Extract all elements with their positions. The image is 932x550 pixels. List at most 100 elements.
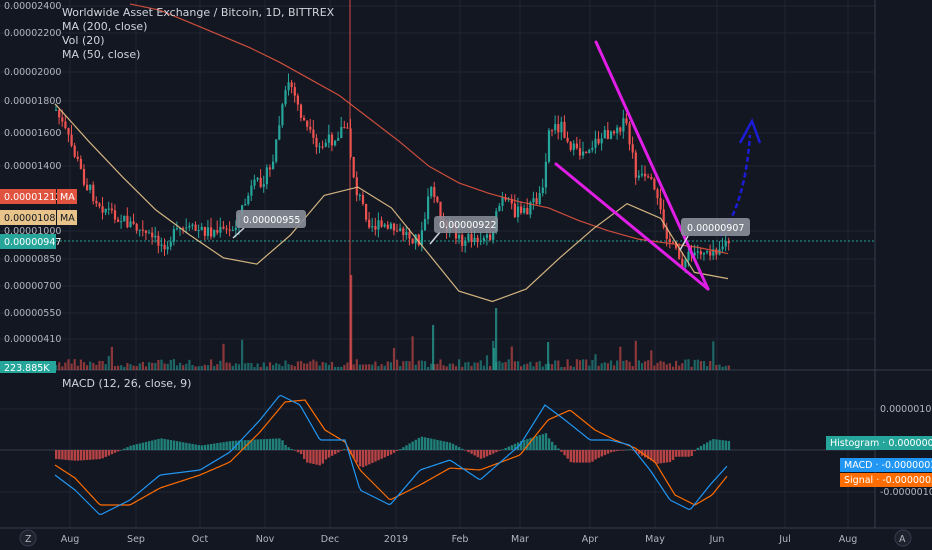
candle-body: [154, 235, 157, 238]
volume-bar: [464, 362, 467, 370]
wedge-upper-trendline[interactable]: [594, 40, 710, 291]
volume-bar: [535, 362, 538, 370]
volume-bar: [293, 366, 296, 370]
volume-bar: [495, 308, 498, 370]
legend-ma50[interactable]: MA (50, close): [62, 48, 141, 61]
macd-histogram-bar: [175, 441, 179, 450]
auto-scale-button[interactable]: A: [894, 529, 912, 547]
candle-body: [157, 235, 160, 246]
volume-bar: [225, 362, 228, 370]
macd-histogram-bar: [662, 450, 665, 463]
candle-body: [213, 230, 216, 237]
volume-bar: [250, 363, 253, 370]
macd-histogram-bar: [64, 450, 67, 460]
macd-histogram-bar: [718, 439, 721, 450]
x-tick: Jul: [778, 534, 790, 545]
macd-histogram-bar: [265, 438, 269, 450]
zoom-reset-button[interactable]: Z: [19, 529, 37, 547]
candle-body: [330, 134, 334, 146]
candle-body: [699, 251, 702, 255]
macd-histogram-bar: [560, 450, 563, 452]
candle-body: [597, 138, 600, 144]
macd-histogram-bar: [383, 450, 386, 458]
volume-bar: [73, 359, 76, 370]
candle-body: [489, 234, 492, 240]
macd-histogram-bar: [330, 450, 334, 456]
volume-badge-value: 223.885K: [4, 363, 50, 374]
candle-body: [721, 246, 724, 250]
candle-body: [287, 82, 290, 91]
volume-bar: [448, 363, 451, 370]
macd-histogram-bar: [55, 450, 58, 459]
callout-2[interactable]: 0.00000922: [429, 216, 498, 245]
callout-1[interactable]: 0.00000955: [232, 210, 306, 239]
volume-bar: [727, 365, 730, 370]
macd-histogram-bar: [95, 450, 98, 460]
candle-body: [485, 234, 489, 238]
macd-histogram-bar: [148, 441, 151, 450]
volume-bar: [337, 366, 340, 370]
candle-body: [138, 229, 141, 231]
candle-body: [86, 184, 89, 190]
candle-body: [591, 147, 594, 150]
callout-3[interactable]: 0.00000907: [679, 218, 750, 251]
volume-bar: [265, 366, 268, 370]
macd-histogram-bar: [259, 439, 262, 450]
volume-bar: [693, 359, 696, 370]
macd-histogram-bar: [197, 445, 200, 450]
macd-histogram-bar: [377, 450, 380, 461]
x-tick: Jun: [709, 534, 725, 545]
candle-body: [262, 184, 265, 187]
legend-volume[interactable]: Vol (20): [62, 34, 105, 47]
macd-axis[interactable]: 0.00000100 -0.00000100: [880, 404, 932, 498]
volume-bar: [485, 355, 489, 370]
macd-histogram-bar: [268, 438, 272, 450]
macd-histogram-bar: [358, 450, 362, 467]
macd-legend[interactable]: MACD (12, 26, close, 9): [62, 377, 192, 390]
candle-body: [529, 202, 532, 215]
candle-body: [61, 117, 64, 122]
ma50-badge-value: 0.00001086: [4, 213, 61, 224]
candle-body: [98, 203, 101, 207]
macd-histogram-bar: [439, 440, 442, 450]
candle-body: [203, 226, 206, 236]
volume-bar: [278, 364, 281, 370]
macd-histogram-bar: [606, 450, 610, 454]
price-axis[interactable]: 0.00002400 0.00002200 0.00002000 0.00001…: [4, 1, 61, 345]
candle-body: [687, 252, 690, 261]
macd-histogram-bar: [668, 450, 672, 463]
volume-bar: [414, 364, 417, 370]
candle-body: [516, 206, 520, 218]
volume-bar: [309, 361, 312, 370]
falling-wedge[interactable]: [554, 40, 710, 291]
macd-histogram-bar: [696, 447, 700, 450]
volume-bar: [396, 359, 399, 370]
volume-bar: [268, 362, 272, 370]
volume-bar: [520, 366, 523, 370]
macd-histogram-bar: [188, 443, 191, 450]
macd-histogram-bar: [113, 450, 117, 453]
time-axis[interactable]: Aug Sep Oct Nov Dec 2019 Feb Mar Apr May…: [61, 534, 858, 545]
macd-histogram-bar: [578, 450, 582, 463]
macd-histogram-bar: [634, 450, 638, 453]
x-tick: 2019: [384, 534, 408, 545]
volume-bar: [222, 343, 225, 370]
wedge-lower-trendline[interactable]: [554, 162, 710, 291]
macd-histogram-bar: [442, 441, 445, 450]
volume-bar: [566, 359, 569, 370]
chart-title[interactable]: Worldwide Asset Exchange / Bitcoin, 1D, …: [62, 6, 335, 19]
candle-body: [396, 230, 399, 232]
legend-ma200[interactable]: MA (200, close): [62, 20, 148, 33]
volume-bar: [234, 363, 237, 370]
macd-histogram-bar: [727, 440, 731, 450]
volume-bar: [507, 359, 510, 370]
volume-bar: [386, 361, 389, 370]
volume-bar: [355, 359, 358, 370]
macd-histogram-bar: [101, 450, 104, 459]
candle-body: [479, 240, 482, 242]
volume-bar: [489, 366, 492, 370]
candle-body: [185, 227, 188, 229]
volume-bar: [501, 362, 504, 370]
volume-badge: 223.885K: [0, 361, 56, 374]
